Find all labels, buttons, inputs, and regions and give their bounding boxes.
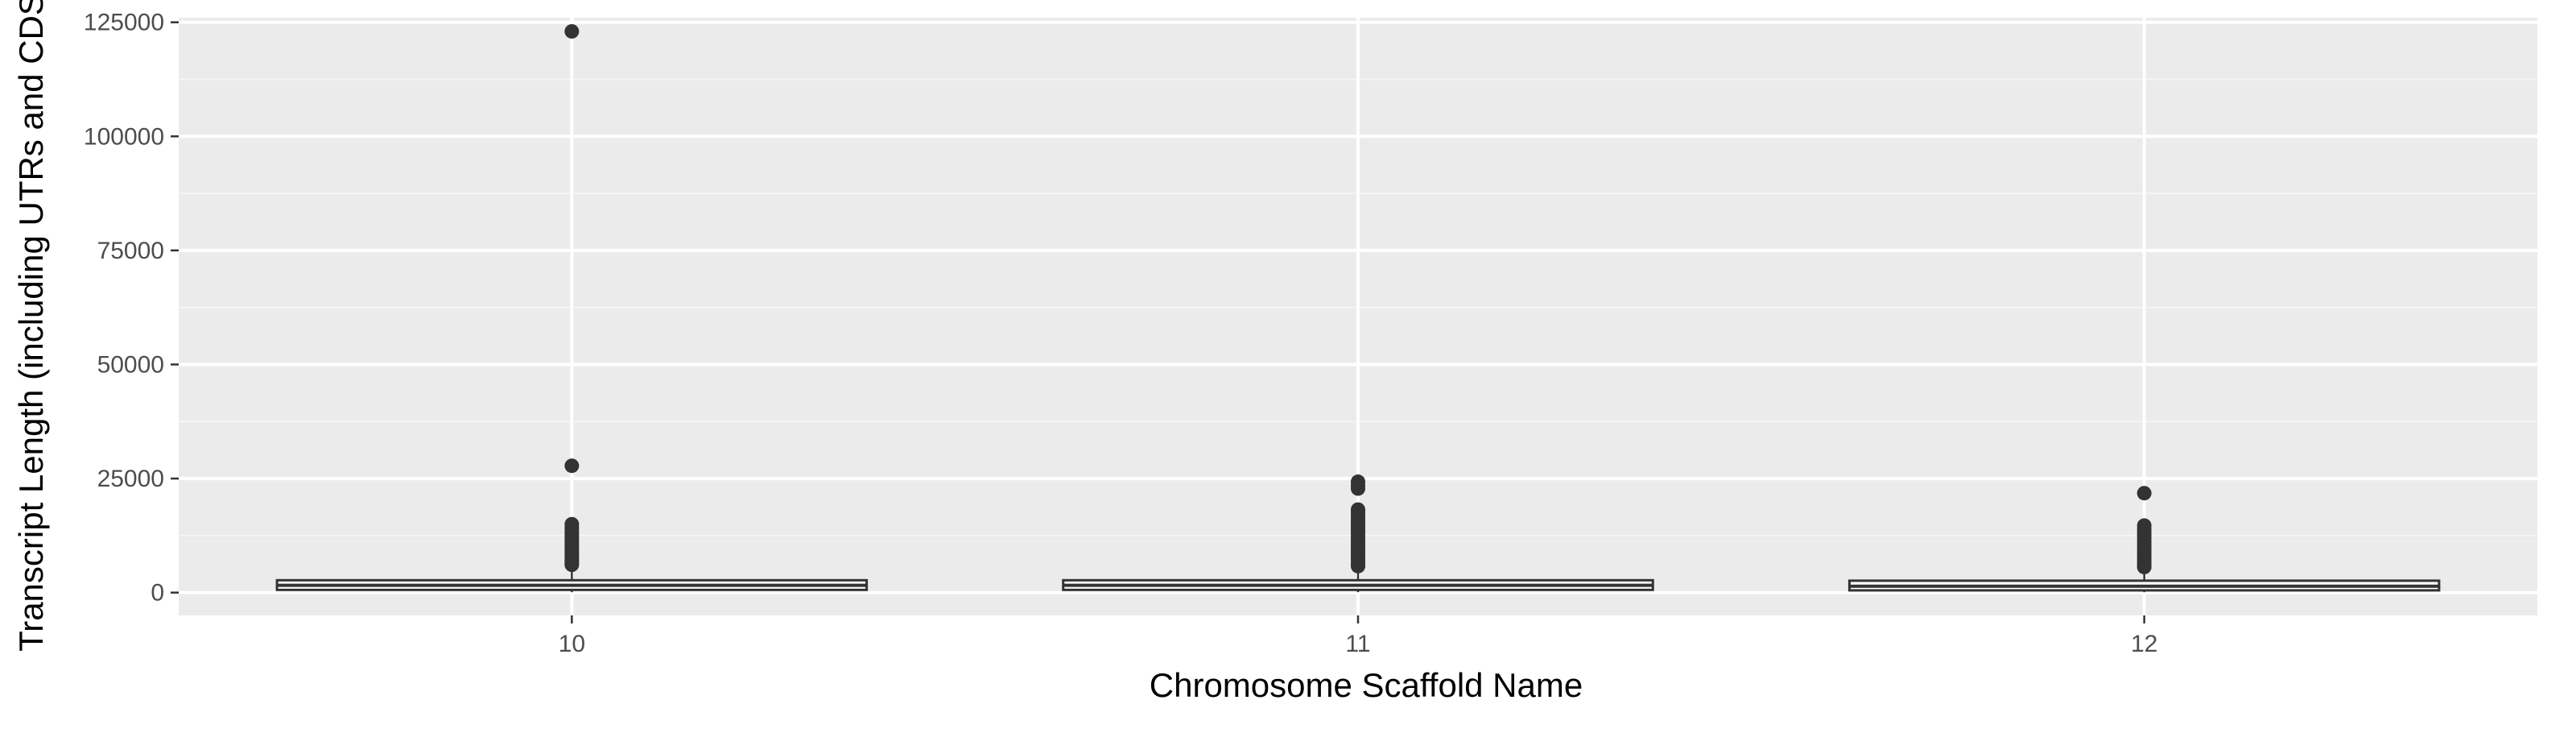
x-tick-label: 11 xyxy=(1345,631,1370,657)
box-group-12 xyxy=(1847,486,2441,593)
x-axis-ticks: 10 11 12 xyxy=(559,615,2157,657)
outlier-point xyxy=(1351,481,1365,496)
box-group-11 xyxy=(1062,474,1654,593)
x-tick-label: 12 xyxy=(2131,631,2157,657)
y-tick-label: 125000 xyxy=(84,10,164,36)
y-tick-label: 100000 xyxy=(84,123,164,150)
outlier-point xyxy=(2136,559,2152,574)
x-axis-title: Chromosome Scaffold Name xyxy=(1150,666,1583,704)
outlier-point xyxy=(564,23,580,39)
outlier-point xyxy=(1351,558,1365,574)
outlier-point xyxy=(564,557,580,573)
boxes xyxy=(275,23,2441,593)
outlier-point xyxy=(2136,486,2152,501)
grid-lines xyxy=(179,18,2537,615)
y-tick-label: 25000 xyxy=(97,466,164,492)
x-tick-label: 10 xyxy=(559,631,585,657)
y-tick-label: 75000 xyxy=(97,238,164,264)
y-axis-ticks: 0 25000 50000 75000 100000 125000 xyxy=(84,10,179,607)
y-tick-label: 0 xyxy=(151,580,164,607)
outlier-point xyxy=(564,458,580,474)
y-tick-label: 50000 xyxy=(97,351,164,378)
box-group-10 xyxy=(275,23,869,593)
y-axis-title: Transcript Length (including UTRs and CD… xyxy=(12,0,50,652)
